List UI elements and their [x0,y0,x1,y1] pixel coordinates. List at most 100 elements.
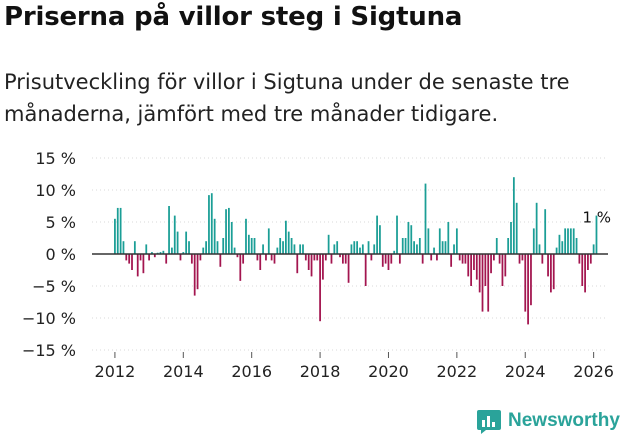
bars [114,177,598,325]
bar [370,254,373,261]
bar [532,228,535,254]
bar [296,254,299,274]
y-tick-label: 0 % [46,245,76,264]
bar [116,207,119,254]
bar [510,222,512,254]
bar [208,195,210,254]
bar [344,254,347,264]
last-value-label: 1 % [582,208,611,226]
bar [381,254,384,267]
bar [495,238,498,254]
bar [119,207,122,254]
bar [225,209,227,254]
bar [153,254,156,258]
bar [552,254,555,290]
bar [359,247,361,254]
bar [350,244,353,254]
chart-title: Priserna på villor steg i Sigtuna [4,2,463,32]
bar [136,254,139,277]
bar [128,254,131,264]
bar [307,254,310,270]
bar [484,254,487,286]
bar [196,254,199,290]
bar [342,254,344,264]
bar [441,241,444,254]
x-tick-label: 2022 [436,362,477,381]
bar [561,241,564,254]
bar [327,234,330,254]
bar [575,238,578,254]
bar [213,218,216,254]
x-tick-label: 2016 [231,362,272,381]
bar [493,254,495,261]
bar [401,238,404,254]
bar [205,241,207,254]
newsworthy-logo: Newsworthy [476,408,620,434]
y-tick-label: 5 % [46,213,76,232]
y-tick-label: −5 % [32,277,76,296]
bar [279,238,282,254]
bar [450,254,453,267]
bar [162,250,165,254]
bar [504,254,507,277]
bar [421,254,424,264]
bar [490,254,492,274]
bar [530,254,532,306]
bar [122,241,125,254]
bar [210,193,213,254]
bar [581,254,584,286]
bar [356,241,358,254]
bar [427,228,430,254]
axes: 15 % 10 % 5 % 0 % −5 % −10 % −15 % 2012 2014 2016… [22,149,614,381]
bar [236,254,239,258]
bar [433,247,435,254]
bar [481,254,484,312]
bar [245,218,247,254]
bar [447,222,450,254]
bar [182,252,185,254]
chart-subtitle: Prisutveckling för villor i Sigtuna unde… [4,70,570,126]
bar [535,202,538,254]
bar [171,247,173,254]
bar [393,250,396,254]
bar [333,244,336,254]
bar [470,254,472,286]
bar [518,254,521,264]
bar [330,254,333,264]
y-tick-label: −10 % [22,309,76,328]
bar [233,247,236,254]
bar [478,254,481,293]
bar [159,252,162,254]
y-tick-label: −15 % [22,341,76,360]
bar [228,207,230,254]
bar [464,254,467,264]
bar [458,254,461,261]
y-tick-label: 15 % [35,149,76,168]
bar [544,209,547,254]
bar [242,254,245,264]
bar [188,241,190,254]
bar [193,254,196,296]
bar [407,222,410,254]
bar [151,252,153,254]
bar [555,247,558,254]
bar [339,254,341,258]
bar [148,254,150,261]
bar [379,225,381,254]
bar [524,254,527,312]
bar [376,215,378,254]
bar [558,234,561,254]
bar [538,244,541,254]
bar [273,254,276,264]
bar [290,238,293,254]
bar [142,254,145,274]
bar [125,254,128,261]
bar [438,228,441,254]
bar [185,231,188,254]
bar [461,254,464,264]
bar [436,254,438,261]
bar [202,247,205,254]
newsworthy-logo-text: Newsworthy [508,410,620,431]
bar [578,254,581,264]
